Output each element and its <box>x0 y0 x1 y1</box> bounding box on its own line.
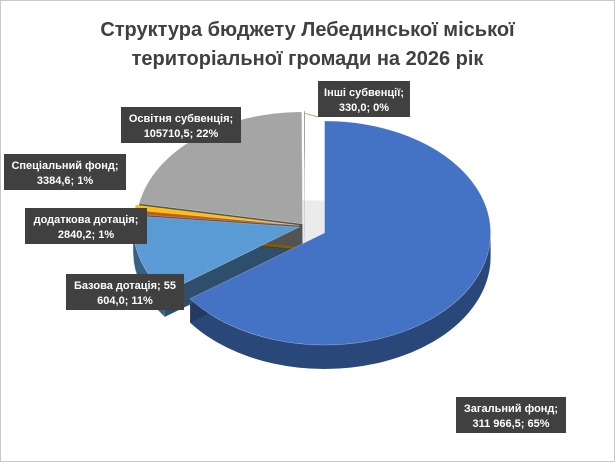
data-label-value: 105710,5; 22% <box>144 128 219 140</box>
chart-title: Структура бюджету Лебединської міської т… <box>40 16 575 74</box>
data-label-name: Спеціальний фонд; <box>11 160 118 172</box>
data-label-box <box>25 208 147 244</box>
data-label-name: додаткова дотація; <box>34 214 139 226</box>
data-label-value: 311 966,5; 65% <box>472 418 549 430</box>
data-label-box <box>318 81 410 117</box>
data-label-name: Освітня субвенція; <box>129 113 233 125</box>
data-label-name: Загальний фонд; <box>464 403 558 415</box>
data-label-5: Освітня субвенція; 105710,5; 22% <box>121 107 241 143</box>
data-label-1: Загальний фонд; 311 966,5; 65% <box>456 397 566 433</box>
pie-slice-6 <box>303 110 306 224</box>
pie-slice-side <box>304 111 305 248</box>
data-label-box <box>4 154 126 190</box>
data-label-name: Базова дотація; 55 <box>74 280 176 292</box>
data-label-box <box>456 397 566 433</box>
data-label-4: Спеціальний фонд; 3384,6; 1% <box>4 154 126 190</box>
chart-title-line2: територіальної громади на 2026 рік <box>131 48 484 70</box>
pie-slice-rim <box>190 232 491 369</box>
data-label-value: 604,0; 11% <box>97 295 153 307</box>
data-label-3: додаткова дотація; 2840,2; 1% <box>25 208 147 244</box>
data-label-box <box>66 274 184 310</box>
pie-slice-cut <box>164 227 300 317</box>
data-label-value: 3384,6; 1% <box>37 175 93 187</box>
data-label-2: Базова дотація; 55 604,0; 11% <box>66 274 184 310</box>
data-label-value: 2840,2; 1% <box>58 229 114 241</box>
data-label-box <box>121 107 241 143</box>
data-label-name: Інші субвенції; <box>324 87 404 99</box>
pie-slice-cut <box>304 111 305 248</box>
chart-title-line1: Структура бюджету Лебединської міської <box>100 19 515 41</box>
leader-line <box>304 112 319 118</box>
data-label-6: Інші субвенції; 330,0; 0% <box>318 81 410 117</box>
pie-slice-1 <box>189 120 491 346</box>
data-label-value: 330,0; 0% <box>339 102 389 114</box>
